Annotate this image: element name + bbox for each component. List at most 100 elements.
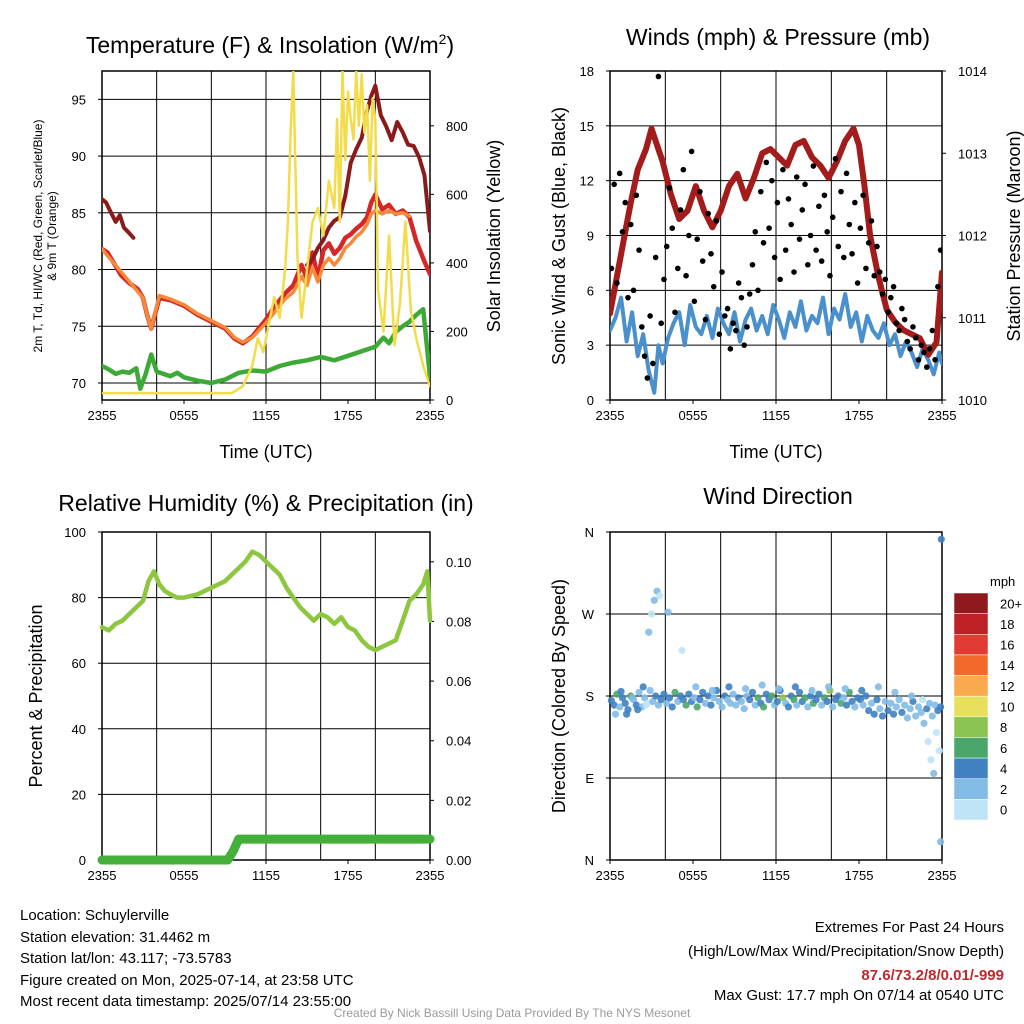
x-tick-label: 0555: [170, 868, 199, 883]
direction-point: [932, 728, 941, 737]
gust-point: [904, 338, 911, 345]
direction-point: [610, 701, 618, 709]
direction-point: [801, 694, 809, 702]
y-tick-label: S: [585, 689, 594, 704]
gust-point: [666, 185, 673, 191]
gust-point: [932, 356, 938, 363]
y-axis-label: Sonic Wind & Gust (Blue, Black): [549, 107, 569, 365]
gust-point: [677, 207, 684, 213]
direction-point: [928, 712, 936, 720]
direction-point: [873, 696, 881, 704]
y-tick-label: 12: [580, 174, 594, 189]
gust-point: [782, 247, 789, 253]
direction-point: [914, 703, 923, 711]
gust-point: [888, 294, 894, 301]
direction-point: [634, 706, 642, 714]
direction-point: [892, 703, 900, 711]
direction-point: [937, 535, 945, 543]
gust-point: [896, 327, 902, 334]
direction-point: [696, 696, 704, 704]
gust-point: [810, 163, 817, 169]
direction-point: [748, 688, 757, 696]
gust-point: [885, 309, 891, 316]
gust-point: [863, 265, 869, 272]
direction-point: [901, 701, 909, 709]
legend-swatch: [953, 695, 989, 718]
gust-point: [658, 320, 664, 327]
gust-point: [724, 305, 731, 312]
x-tick-label: 1155: [762, 408, 790, 423]
direction-point: [874, 683, 882, 691]
x-tick-label: 1755: [334, 868, 363, 883]
direction-point: [924, 737, 932, 746]
series-line-3: [102, 208, 412, 344]
direction-point: [815, 690, 823, 698]
direction-point: [907, 692, 916, 700]
legend-label: 8: [1000, 720, 1007, 735]
gust-point: [760, 240, 767, 246]
gust-point: [669, 225, 676, 231]
direction-point: [729, 690, 737, 698]
legend-swatch: [953, 757, 989, 779]
gust-point: [633, 192, 640, 199]
gust-point: [680, 166, 687, 173]
gust-point: [788, 221, 795, 228]
direction-point: [891, 688, 899, 696]
gust-point: [780, 166, 786, 173]
direction-point: [895, 696, 903, 704]
y2-tick-label: 1014: [958, 64, 987, 79]
y-tick-label: N: [585, 853, 594, 868]
legend-label: 6: [1000, 741, 1007, 756]
gust-point: [802, 181, 808, 188]
gust-point: [611, 181, 617, 188]
direction-point: [906, 705, 914, 713]
direction-point: [621, 699, 629, 707]
legend-label: 2: [1000, 782, 1007, 797]
gust-point: [918, 342, 925, 348]
legend-label: 4: [1000, 761, 1007, 776]
y-tick-label: 15: [580, 119, 594, 134]
y-axis-label: Percent & Precipitation: [26, 604, 46, 787]
direction-point: [710, 694, 718, 702]
direction-point: [665, 694, 674, 702]
gust-point: [882, 276, 889, 283]
gust-point: [647, 313, 653, 319]
direction-point: [701, 699, 710, 707]
direction-point: [917, 708, 925, 717]
gust-point: [655, 73, 662, 80]
direction-point: [754, 694, 762, 702]
legend-swatch: [953, 716, 989, 738]
y2-tick-label: 0.06: [446, 674, 471, 689]
direction-point: [759, 703, 768, 711]
legend-label: 12: [1000, 679, 1014, 694]
gust-point: [774, 199, 781, 206]
direction-point: [635, 688, 643, 696]
x-tick-label: 1155: [762, 868, 790, 883]
y2-tick-label: 600: [446, 187, 468, 202]
y-tick-label: 80: [72, 591, 86, 606]
direction-point: [930, 769, 938, 778]
y-tick-label: 3: [587, 338, 594, 353]
direction-point: [841, 685, 849, 693]
gust-point: [614, 280, 620, 286]
direction-point: [746, 696, 754, 704]
wind-speed-line: [610, 292, 942, 395]
x-tick-label: 0555: [679, 408, 708, 423]
series-group: [97, 549, 435, 865]
panel-3: 2355 0555 1155 1755 23550204060801000.000.02…: [26, 490, 474, 883]
direction-point: [937, 838, 945, 846]
gust-point: [610, 265, 615, 272]
gust-point: [702, 316, 709, 323]
legend-label: 10: [1000, 700, 1014, 715]
direction-point: [617, 687, 625, 696]
gust-point: [625, 294, 631, 301]
gust-point: [663, 243, 670, 250]
direction-point: [876, 705, 884, 713]
gust-point: [852, 199, 858, 206]
direction-point: [715, 697, 723, 706]
precipitation-line: [97, 834, 435, 865]
direction-point: [862, 692, 870, 700]
x-tick-label: 1755: [334, 408, 363, 423]
direction-point: [660, 690, 668, 698]
